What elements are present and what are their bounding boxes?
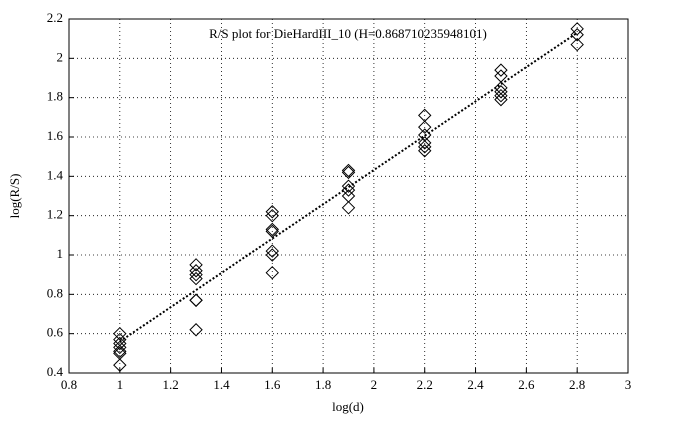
- point: [265, 208, 279, 223]
- x-tick-label: 1.4: [213, 377, 230, 392]
- point: [189, 271, 203, 286]
- point: [570, 22, 584, 36]
- x-tick-label: 1: [117, 377, 124, 392]
- point: [418, 120, 432, 134]
- x-tick-label: 3: [625, 377, 632, 392]
- x-tick-label: 2.6: [518, 377, 535, 392]
- x-tick-label: 2.8: [569, 377, 585, 392]
- point: [494, 92, 508, 107]
- chart-title: R/S plot for DieHardIII_10 (H=0.86871023…: [209, 26, 487, 41]
- point: [189, 293, 203, 307]
- point: [113, 340, 127, 355]
- x-tick-label: 1.2: [163, 377, 179, 392]
- y-tick-label: 0.6: [47, 325, 64, 340]
- y-tick-label: 1.4: [47, 167, 64, 182]
- x-axis-label: log(d): [332, 399, 364, 414]
- y-tick-label: 1: [57, 246, 64, 261]
- point: [113, 336, 127, 351]
- point: [494, 88, 508, 103]
- point: [341, 183, 356, 197]
- point: [189, 258, 203, 272]
- y-tick-label: 0.8: [47, 285, 63, 300]
- x-tick-label: 2.4: [467, 377, 484, 392]
- point: [113, 326, 127, 341]
- point: [113, 358, 127, 372]
- fit-line: [119, 31, 578, 343]
- point: [570, 28, 584, 42]
- x-tick-label: 2.2: [417, 377, 433, 392]
- point: [113, 344, 127, 359]
- point: [341, 165, 356, 180]
- y-axis-label: log(R/S): [7, 174, 22, 219]
- point: [418, 144, 432, 158]
- point: [418, 136, 432, 150]
- y-tick-label: 2.2: [47, 10, 63, 25]
- x-tick-label: 2: [371, 377, 378, 392]
- point: [265, 222, 279, 237]
- point: [265, 205, 279, 219]
- point: [341, 163, 356, 178]
- y-tick-label: 2: [57, 49, 64, 64]
- point: [418, 140, 432, 154]
- x-tick-label: 1.6: [264, 377, 281, 392]
- point: [265, 244, 279, 258]
- y-tick-label: 1.2: [47, 207, 63, 222]
- x-tick-label: 0.8: [61, 377, 77, 392]
- plot-frame: [68, 18, 629, 374]
- point: [265, 224, 279, 239]
- point: [494, 63, 508, 77]
- point: [341, 201, 356, 215]
- point: [570, 37, 584, 52]
- y-tick-label: 0.4: [47, 364, 64, 379]
- x-tick-label: 1.8: [315, 377, 331, 392]
- point: [189, 323, 203, 337]
- point: [189, 264, 203, 278]
- y-tick-label: 1.6: [47, 128, 64, 143]
- point: [189, 293, 203, 307]
- y-tick-label: 1.8: [47, 89, 63, 104]
- point: [494, 85, 508, 99]
- point: [189, 267, 203, 282]
- point: [265, 248, 279, 262]
- point: [265, 265, 279, 280]
